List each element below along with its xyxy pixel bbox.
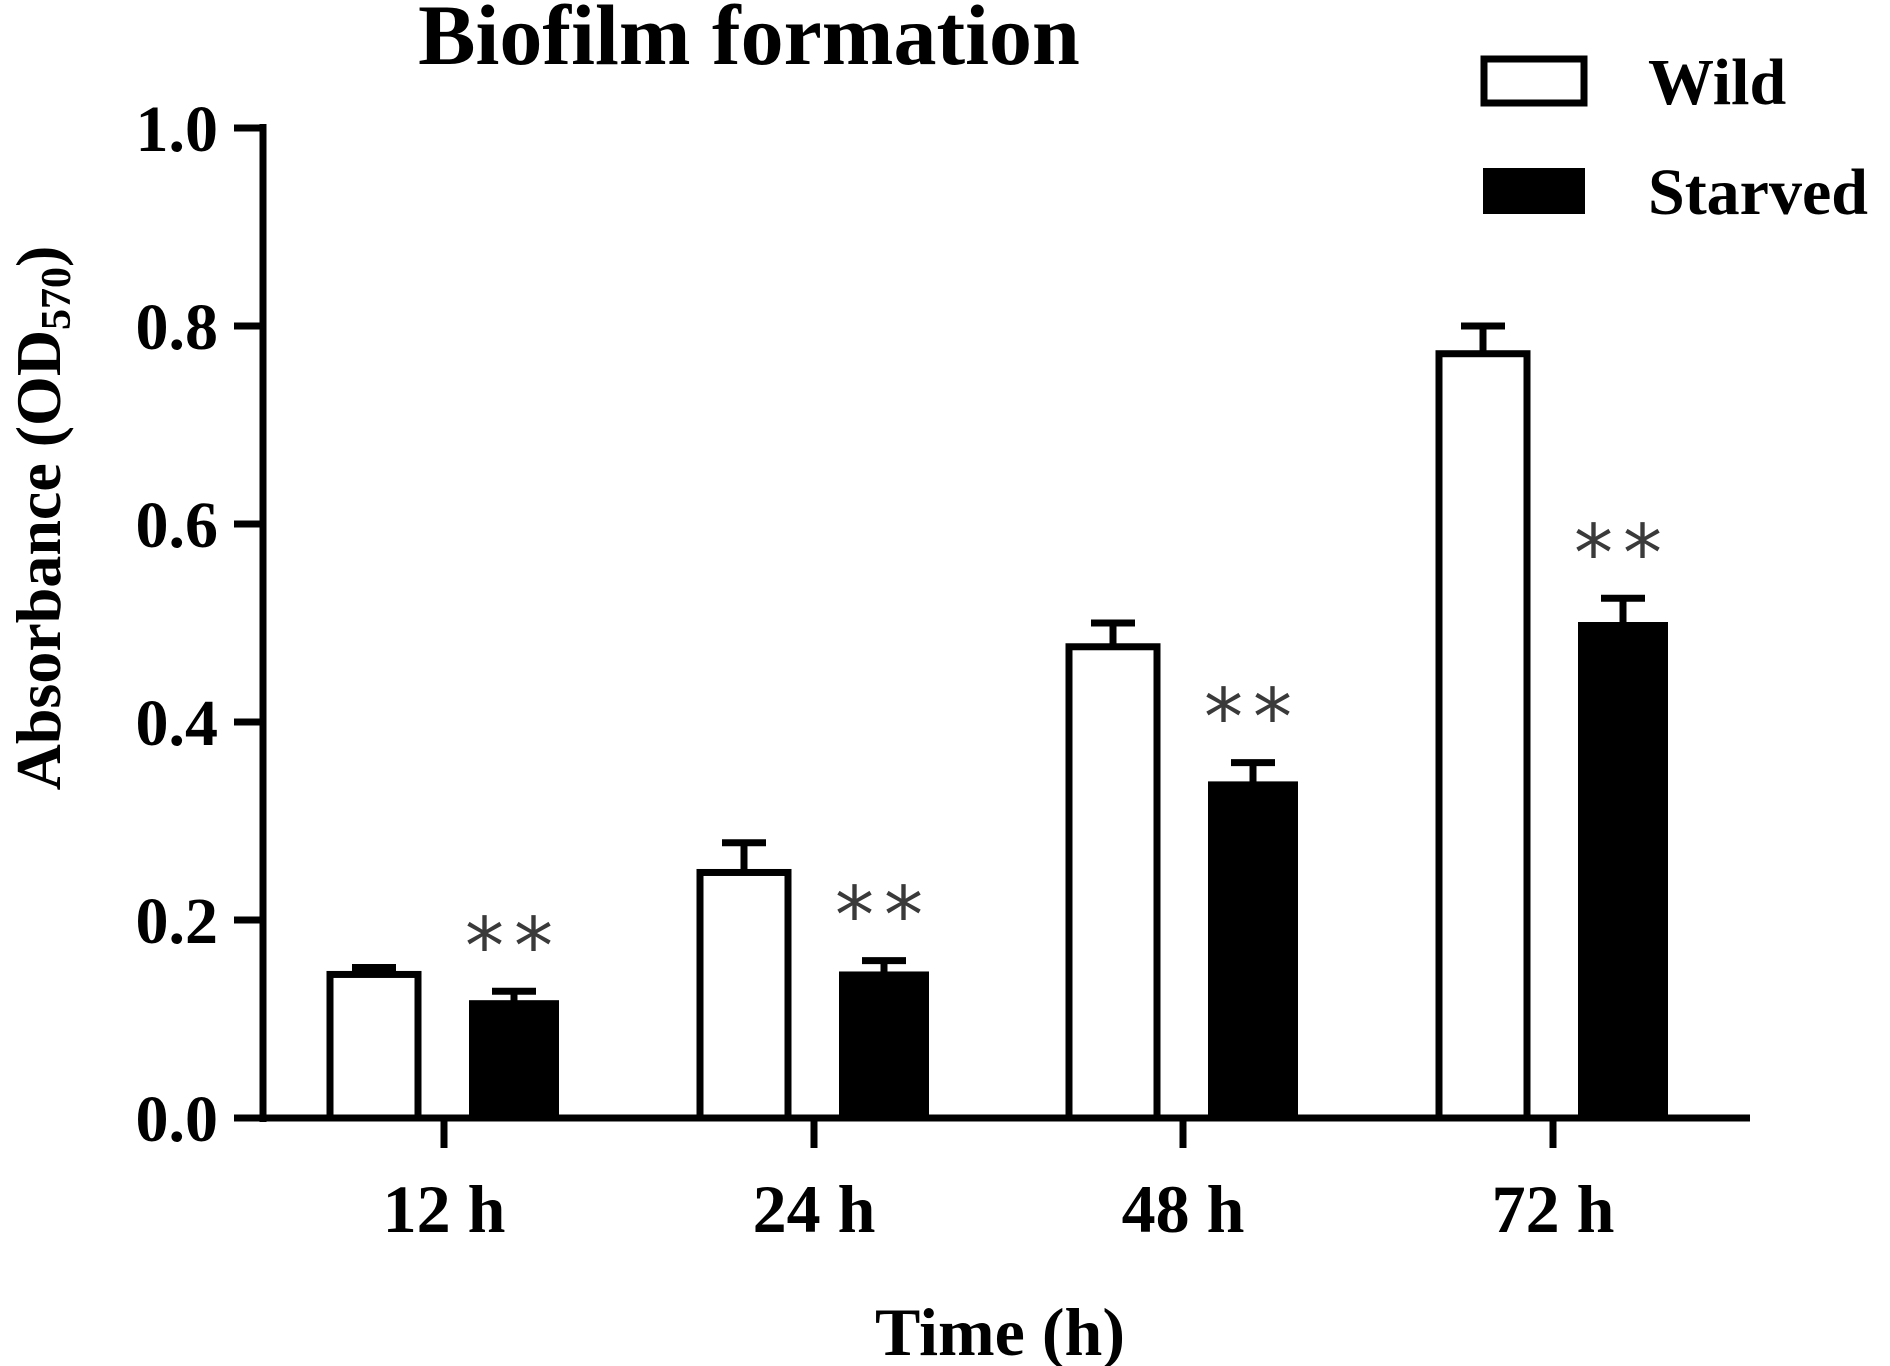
y-axis-label-subscript: 570 <box>34 267 80 330</box>
legend: Wild Starved <box>1480 46 1868 229</box>
y-tick-label: 1.0 <box>136 93 219 166</box>
legend-label-starved: Starved <box>1648 156 1868 229</box>
y-tick-label: 0.0 <box>136 1083 219 1156</box>
legend-swatch-wild <box>1480 55 1588 107</box>
y-axis-label: Absorbance (OD570) <box>3 246 80 791</box>
bar-wild <box>1065 643 1161 1122</box>
x-tick-label: 48 h <box>1122 1171 1245 1247</box>
x-tick-label: 24 h <box>753 1171 876 1247</box>
x-tick-label: 72 h <box>1492 1171 1615 1247</box>
y-axis: 0.0 0.2 0.4 0.6 0.8 1.0 <box>136 93 267 1156</box>
bar-wild <box>1435 350 1531 1122</box>
y-tick-label: 0.6 <box>136 489 219 562</box>
bar-wild <box>696 868 792 1122</box>
y-tick-label: 0.8 <box>136 291 219 364</box>
legend-swatch-starved <box>1483 168 1585 214</box>
y-axis-label-main: Absorbance (OD <box>3 330 74 790</box>
bar-starved <box>1208 781 1298 1119</box>
significance-marker: ** <box>1204 674 1302 764</box>
bar-starved <box>469 1000 559 1119</box>
y-tick-label: 0.2 <box>136 885 219 958</box>
x-tick-label: 12 h <box>383 1171 506 1247</box>
legend-label-wild: Wild <box>1648 46 1786 119</box>
x-axis-label: Time (h) <box>875 1294 1125 1366</box>
bar-starved <box>839 971 929 1119</box>
y-tick-label: 0.4 <box>136 687 219 760</box>
bars: ** ** ** ** <box>326 322 1672 1122</box>
x-axis: 12 h 24 h 48 h 72 h <box>259 1114 1750 1247</box>
bar-starved <box>1578 622 1668 1119</box>
significance-marker: ** <box>465 902 563 992</box>
significance-marker: ** <box>835 872 933 962</box>
chart-title: Biofilm formation <box>418 0 1080 83</box>
significance-marker: ** <box>1574 509 1672 599</box>
bar-wild <box>326 970 422 1122</box>
y-axis-label-close: ) <box>3 246 74 267</box>
